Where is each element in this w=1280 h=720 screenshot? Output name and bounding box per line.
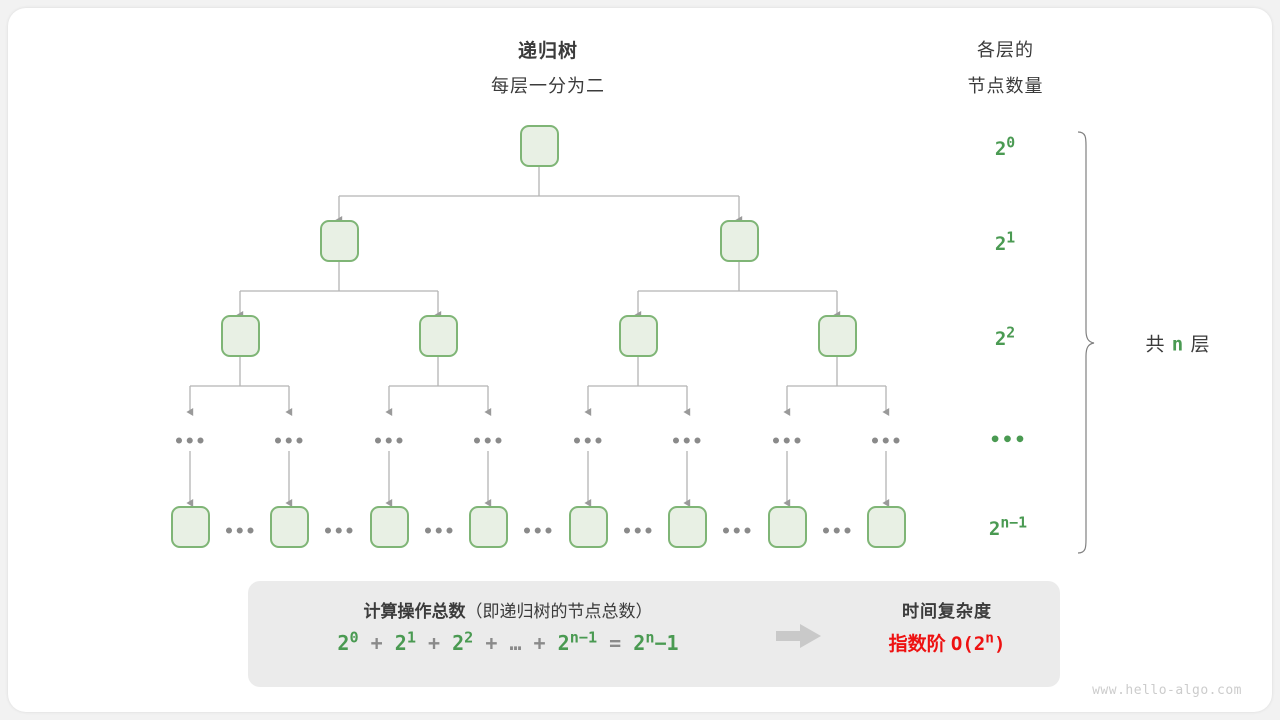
tree-node bbox=[619, 315, 658, 357]
tree-node bbox=[569, 506, 608, 548]
tree-node bbox=[320, 220, 359, 262]
tree-ellipsis: ••• bbox=[869, 432, 903, 452]
tree-node bbox=[818, 315, 857, 357]
level-count-exponent: 0 bbox=[1006, 134, 1016, 152]
tree-node bbox=[520, 125, 559, 167]
recursion-tree-graphic bbox=[171, 125, 1095, 554]
level-count-exponent: 2 bbox=[1006, 324, 1016, 342]
tree-node bbox=[221, 315, 260, 357]
tree-node bbox=[867, 506, 906, 548]
tree-ellipsis: ••• bbox=[670, 432, 704, 452]
formula-term-0: 20 bbox=[337, 628, 359, 655]
counts-title: 各层的 bbox=[977, 40, 1034, 60]
formula-term-last: 2n−1 bbox=[557, 628, 598, 655]
summary-panel: 计算操作总数（即递归树的节点总数） 20 + 21 + 22 + … + 2n−… bbox=[248, 581, 1060, 687]
tree-ellipsis: ••• bbox=[521, 522, 555, 542]
level-count-base: 2 bbox=[994, 328, 1007, 350]
tree-node bbox=[370, 506, 409, 548]
tree-ellipsis: ••• bbox=[720, 522, 754, 542]
tree-node bbox=[768, 506, 807, 548]
tree-ellipsis: ••• bbox=[272, 432, 306, 452]
level-count-base: 2 bbox=[994, 138, 1007, 160]
level-count-2: 22 bbox=[994, 324, 1016, 350]
formula-plus: + bbox=[370, 631, 383, 655]
tree-ellipsis: ••• bbox=[471, 432, 505, 452]
tree-node bbox=[668, 506, 707, 548]
tree-node bbox=[469, 506, 508, 548]
formula-plus: + bbox=[485, 631, 498, 655]
summary-right: 时间复杂度 指数阶 O(2n) bbox=[834, 581, 1060, 687]
tree-ellipsis: ••• bbox=[322, 522, 356, 542]
level-count-1: 21 bbox=[994, 229, 1016, 255]
level-count-last: 2n−1 bbox=[988, 514, 1028, 540]
tree-node bbox=[171, 506, 210, 548]
operation-count-formula: 20 + 21 + 22 + … + 2n−1 = 2n−1 bbox=[248, 628, 768, 655]
total-layers-label: 共 n 层 bbox=[1145, 330, 1210, 357]
layer-brace bbox=[1077, 131, 1095, 554]
formula-term-1: 21 bbox=[394, 628, 416, 655]
summary-left-title-rest: （即递归树的节点总数） bbox=[465, 602, 653, 621]
level-count-base: 2 bbox=[994, 233, 1007, 255]
site-watermark: www.hello-algo.com bbox=[1092, 683, 1242, 698]
counts-subtitle: 节点数量 bbox=[967, 76, 1044, 96]
complexity-formula: O(2n) bbox=[950, 630, 1006, 655]
level-count-ellipsis: ••• bbox=[989, 429, 1027, 451]
tree-node bbox=[720, 220, 759, 262]
level-count-exponent: n−1 bbox=[1000, 514, 1028, 532]
tree-ellipsis: ••• bbox=[173, 432, 207, 452]
right-arrow-icon bbox=[776, 624, 821, 648]
tree-subtitle: 每层一分为二 bbox=[491, 76, 605, 96]
level-count-base: 2 bbox=[988, 518, 1001, 540]
time-complexity-value: 指数阶 O(2n) bbox=[834, 629, 1060, 656]
tree-ellipsis: ••• bbox=[422, 522, 456, 542]
formula-equals: = bbox=[609, 631, 622, 655]
total-layers-variable: n bbox=[1171, 333, 1185, 356]
level-count-0: 20 bbox=[994, 134, 1016, 160]
summary-left: 计算操作总数（即递归树的节点总数） 20 + 21 + 22 + … + 2n−… bbox=[248, 581, 768, 687]
formula-ellipsis: … bbox=[509, 631, 522, 655]
time-complexity-title: 时间复杂度 bbox=[902, 602, 992, 621]
formula-plus: + bbox=[428, 631, 441, 655]
tree-ellipsis: ••• bbox=[820, 522, 854, 542]
tree-node bbox=[270, 506, 309, 548]
tree-node bbox=[419, 315, 458, 357]
tree-ellipsis: ••• bbox=[621, 522, 655, 542]
total-layers-suffix: 层 bbox=[1190, 334, 1211, 356]
tree-ellipsis: ••• bbox=[571, 432, 605, 452]
summary-left-title-bold: 计算操作总数 bbox=[363, 602, 466, 621]
diagram-card: 递归树 每层一分为二 各层的 节点数量 bbox=[8, 8, 1272, 712]
summary-left-title: 计算操作总数（即递归树的节点总数） bbox=[248, 597, 768, 622]
tree-ellipsis: ••• bbox=[372, 432, 406, 452]
complexity-label: 指数阶 bbox=[888, 634, 946, 655]
tree-ellipsis: ••• bbox=[770, 432, 804, 452]
total-layers-prefix: 共 bbox=[1145, 334, 1166, 356]
formula-term-2: 22 bbox=[452, 628, 474, 655]
formula-result: 2n−1 bbox=[633, 628, 679, 655]
tree-title: 递归树 bbox=[517, 41, 578, 62]
tree-ellipsis: ••• bbox=[223, 522, 257, 542]
formula-plus: + bbox=[533, 631, 546, 655]
level-count-exponent: 1 bbox=[1006, 229, 1016, 247]
